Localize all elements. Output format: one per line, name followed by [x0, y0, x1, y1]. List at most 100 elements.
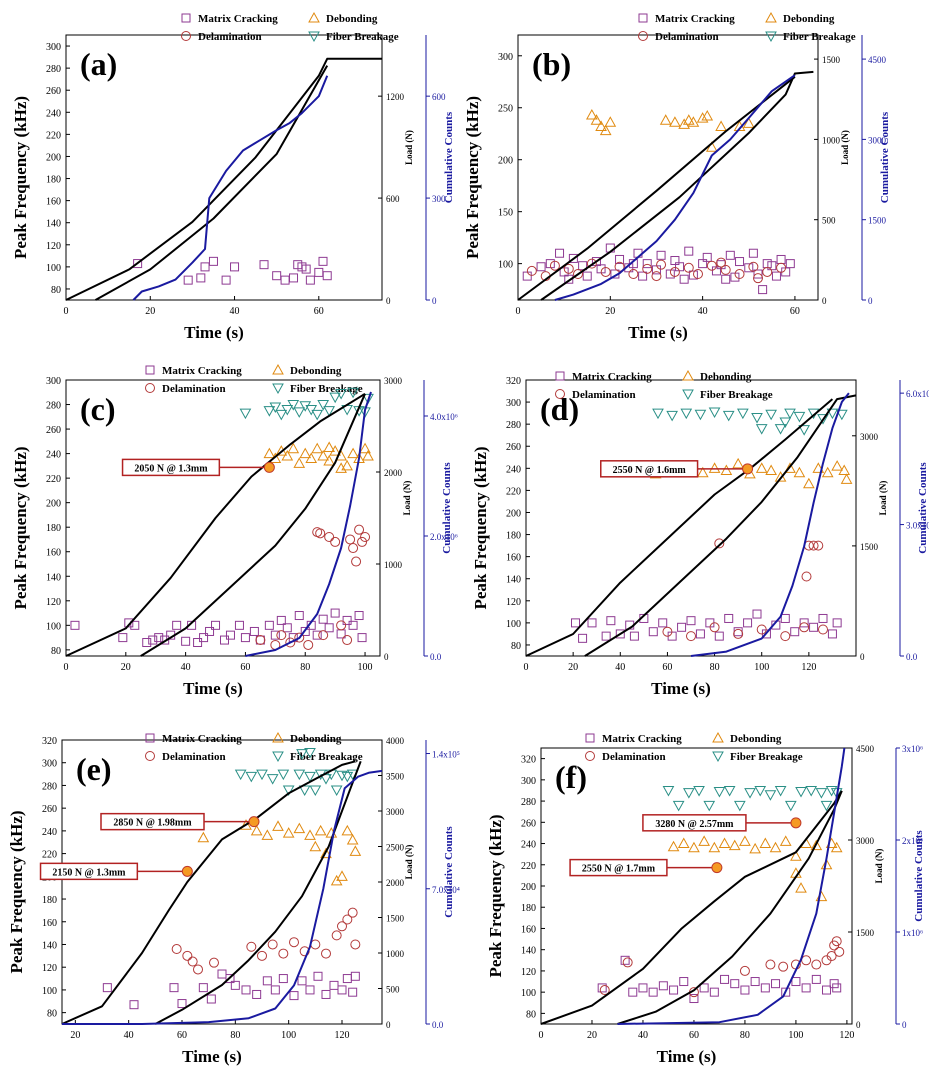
delamination-point — [330, 536, 341, 547]
x-axis-title: Time (s) — [657, 1047, 717, 1066]
matrix-cracking-point — [240, 633, 250, 643]
y-tick-label: 150 — [498, 208, 513, 219]
y-tick-label: 240 — [46, 450, 61, 461]
debonding-point — [810, 839, 823, 851]
debonding-point — [815, 890, 828, 902]
load-tick-label: 3000 — [386, 807, 405, 817]
delamination-point — [831, 936, 842, 947]
matrix-cracking-point — [606, 616, 616, 626]
matrix-cracking-point — [252, 989, 262, 999]
debonding-point — [341, 824, 354, 836]
load-curve-2 — [95, 65, 329, 301]
legend-debonding-marker — [682, 369, 694, 381]
y-tick-label: 180 — [521, 903, 536, 914]
delamination-point — [267, 939, 278, 950]
fiber-breakage-point — [779, 417, 792, 428]
y-tick-label: 180 — [506, 531, 521, 542]
matrix-cracking-point — [771, 979, 781, 989]
fiber-breakage-point — [764, 790, 777, 801]
x-tick-label: 120 — [801, 662, 816, 673]
legend-matrix-cracking-label: Matrix Cracking — [655, 13, 735, 25]
y-tick-label: 300 — [46, 42, 61, 53]
matrix-cracking-point — [312, 630, 322, 640]
fiber-breakage-point — [795, 787, 807, 798]
annotation-box — [100, 812, 205, 831]
debonding-point — [742, 117, 755, 128]
matrix-cracking-point — [342, 615, 352, 625]
matrix-cracking-point — [648, 627, 658, 637]
matrix-cracking-point — [314, 267, 324, 277]
fiber-breakage-point — [320, 774, 332, 785]
debonding-point — [362, 450, 374, 461]
matrix-cracking-point — [234, 620, 244, 630]
y-axis-title: Peak Frequency (kHz) — [471, 446, 490, 609]
load-curve-1 — [517, 76, 796, 301]
matrix-cracking-point — [177, 999, 187, 1009]
load-tick-label: 2000 — [386, 878, 405, 888]
y-tick-label: 160 — [42, 918, 57, 929]
legend-delamination-marker — [145, 383, 155, 393]
debonding-point — [323, 441, 336, 452]
x-tick-label: 0 — [64, 662, 69, 673]
legend-matrix-cracking-label: Matrix Cracking — [162, 733, 242, 745]
y-tick-label: 140 — [46, 219, 61, 230]
debonding-point — [261, 829, 274, 840]
y-tick-label: 140 — [46, 572, 61, 583]
annotation-label: 2550 N @ 1.7mm — [582, 864, 656, 875]
matrix-cracking-point — [199, 633, 209, 643]
debonding-point — [349, 845, 362, 856]
debonding-point — [359, 442, 371, 454]
matrix-cracking-point — [183, 275, 193, 285]
x-axis-title: Time (s) — [628, 323, 688, 342]
load-tick-label: 1200 — [386, 92, 405, 102]
matrix-cracking-point — [628, 987, 638, 997]
debonding-point — [329, 445, 341, 456]
debonding-point — [728, 839, 741, 851]
delamination-point — [801, 955, 812, 966]
y-tick-label: 260 — [46, 425, 61, 436]
annotation-label: 3280 N @ 2.57mm — [655, 819, 734, 830]
fiber-breakage-point — [309, 785, 322, 797]
annotation-marker — [790, 817, 802, 829]
delamination-point — [345, 534, 356, 545]
x-tick-label: 80 — [230, 1030, 240, 1041]
cumulative-tick-label: 0 — [902, 1020, 907, 1030]
legend-debonding-marker — [272, 731, 284, 743]
x-tick-label: 60 — [240, 662, 250, 673]
matrix-cracking-point — [70, 620, 80, 630]
x-tick-label: 100 — [358, 662, 373, 673]
matrix-cracking-point — [822, 985, 832, 995]
x-tick-label: 0 — [64, 306, 69, 317]
y-tick-label: 140 — [42, 940, 57, 951]
delamination-point — [255, 635, 266, 646]
panel-letter: (f) — [555, 759, 587, 795]
debonding-point — [701, 110, 714, 121]
matrix-cracking-point — [670, 256, 680, 266]
matrix-cracking-point — [698, 259, 708, 269]
debonding-point — [304, 829, 316, 840]
x-tick-label: 20 — [587, 1030, 597, 1041]
x-tick-label: 60 — [689, 1030, 699, 1041]
fiber-breakage-point — [298, 785, 311, 797]
load-tick-label: 500 — [386, 985, 400, 995]
delamination-point — [765, 959, 776, 970]
delamination-point — [683, 262, 694, 273]
matrix-cracking-point — [760, 983, 770, 993]
fiber-breakage-point — [744, 788, 756, 799]
x-tick-label: 100 — [754, 662, 769, 673]
matrix-cracking-point — [615, 254, 625, 264]
x-tick-label: 40 — [638, 1030, 648, 1041]
y-tick-label: 100 — [46, 263, 61, 274]
matrix-cracking-point — [313, 971, 323, 981]
x-tick-label: 20 — [568, 662, 578, 673]
matrix-cracking-point — [758, 285, 768, 295]
matrix-cracking-point — [688, 270, 698, 280]
matrix-cracking-point — [686, 616, 696, 626]
panel-c: 0 20 40 60 80 100 80 100 120 140 160 180 200 220 240 26… — [11, 363, 458, 698]
matrix-cracking-point — [638, 983, 648, 993]
delamination-point — [209, 957, 219, 968]
y-tick-label: 80 — [511, 641, 521, 652]
delamination-point — [780, 631, 791, 642]
